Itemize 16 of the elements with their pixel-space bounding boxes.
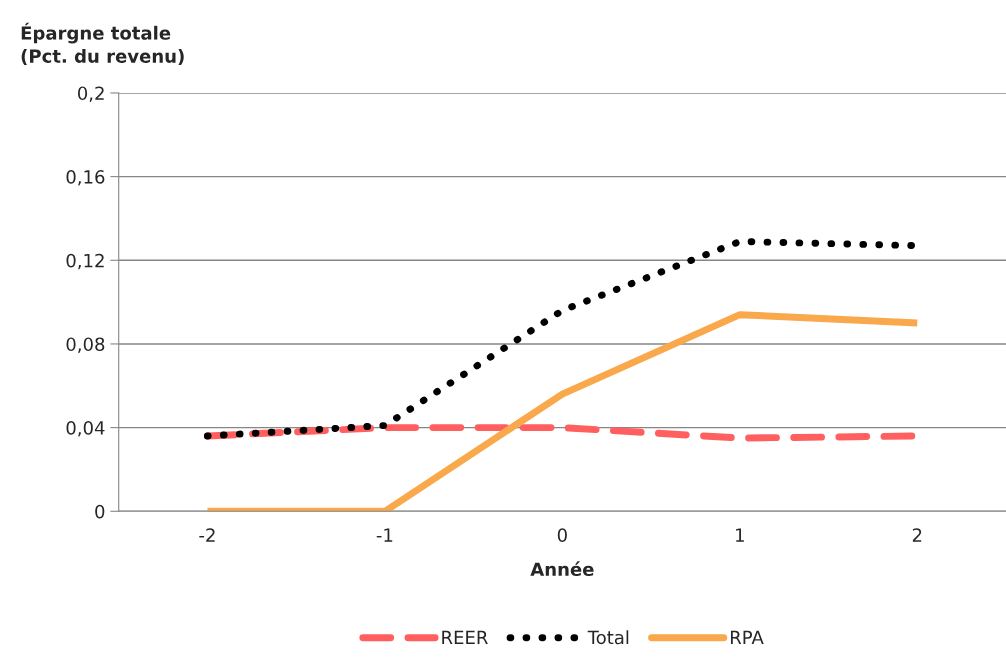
y-tick-label: 0,16	[66, 170, 105, 186]
x-tick-label: -1	[376, 528, 393, 542]
legend-label: Total	[587, 630, 629, 645]
x-tick-label: 2	[912, 528, 922, 542]
y-tick-label: 0,2	[77, 86, 104, 102]
y-axis-title: Épargne totale (Pct. du revenu)	[21, 22, 184, 66]
x-tick-label: -2	[199, 528, 215, 542]
y-tick-label: 0	[95, 504, 105, 519]
y-tick-label: 0,08	[66, 337, 105, 353]
x-axis-title: Année	[530, 561, 594, 577]
x-tick-label: 1	[736, 528, 744, 542]
legend-label: REER	[442, 630, 488, 644]
x-tick-label: 0	[557, 528, 567, 542]
y-tick-label: 0,12	[66, 253, 104, 270]
legend-label: RPA	[730, 630, 764, 644]
y-tick-label: 0,04	[66, 421, 105, 437]
